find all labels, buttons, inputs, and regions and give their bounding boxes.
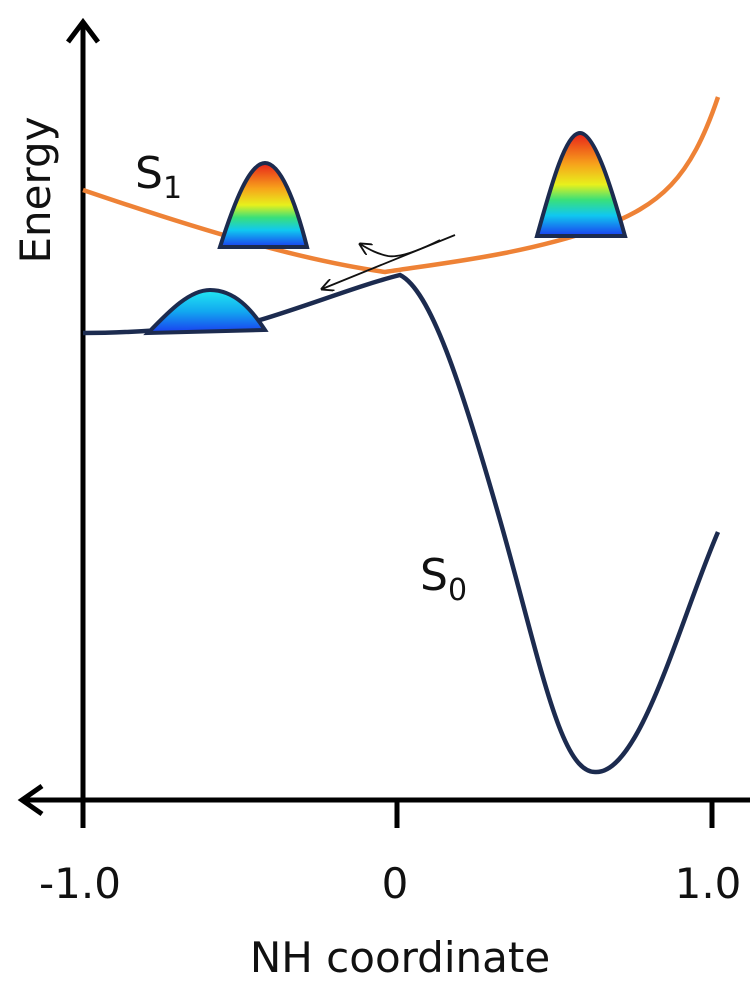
curve-label-subscript: 1 — [163, 171, 182, 206]
s0-curve — [82, 272, 721, 775]
x-axis-arrow — [17, 783, 44, 817]
curve-label: S0 — [420, 550, 467, 608]
x-axis-label: NH coordinate — [250, 933, 550, 982]
y-axis-arrow — [66, 17, 100, 44]
axes — [17, 17, 750, 828]
arrow — [360, 239, 441, 258]
x-tick-label: -1.0 — [39, 859, 121, 908]
curve-label-subscript: 0 — [448, 573, 467, 608]
wavepacket — [534, 130, 628, 238]
y-axis-label: Energy — [11, 116, 60, 263]
wavepacket — [143, 287, 269, 336]
wavepacket — [217, 160, 310, 249]
x-tick-label: 1.0 — [675, 859, 742, 908]
curve-label-text: S — [135, 148, 163, 199]
curve-label: S1 — [135, 148, 182, 206]
curve-label-text: S — [420, 550, 448, 601]
x-tick-label: 0 — [382, 859, 409, 908]
